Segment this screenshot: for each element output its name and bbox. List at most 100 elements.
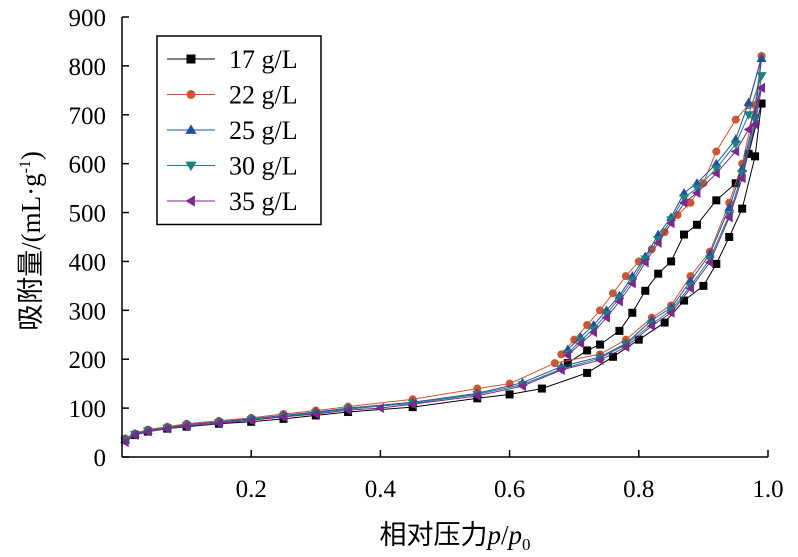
legend-marker	[185, 161, 197, 172]
desorption-point	[596, 340, 605, 349]
y-tick-label: 800	[69, 54, 107, 81]
adsorption-point	[213, 418, 223, 429]
adsorption-point	[712, 259, 721, 268]
y-tick-label: 400	[69, 249, 107, 276]
legend-label: 35 g/L	[229, 187, 298, 216]
adsorption-point	[310, 409, 320, 419]
plot-area	[120, 52, 767, 448]
desorption-point	[711, 165, 722, 174]
desorption-point	[667, 257, 676, 266]
x-tick-label: 0.6	[494, 476, 525, 503]
legend-item: 30 g/L	[167, 152, 298, 181]
legend-item: 22 g/L	[167, 81, 298, 110]
desorption-point	[583, 346, 592, 355]
adsorption-point	[537, 384, 546, 393]
desorption-point	[730, 140, 741, 150]
y-tick-label: 700	[69, 103, 107, 130]
desorption-point	[615, 326, 624, 335]
adsorption-point	[343, 405, 352, 416]
legend-marker	[185, 195, 195, 207]
desorption-point	[627, 278, 636, 289]
desorption-point	[583, 321, 592, 329]
adsorption-point	[129, 430, 139, 440]
desorption-point	[621, 272, 630, 281]
adsorption-point	[737, 169, 748, 179]
desorption-point	[743, 124, 753, 135]
adsorption-point	[646, 321, 656, 331]
adsorption-point	[407, 399, 417, 410]
legend: 17 g/L 22 g/L 25 g/L 30 g/L 35 g/L	[156, 35, 322, 226]
adsorption-point	[685, 283, 694, 294]
desorption-point	[692, 220, 701, 229]
desorption-point	[691, 178, 702, 187]
x-axis-title: 相对压力p/p0	[379, 520, 530, 554]
desorption-point	[641, 286, 650, 295]
desorption-point	[628, 308, 637, 317]
desorption-point	[666, 218, 675, 229]
desorption-point	[730, 134, 741, 143]
y-tick-label: 100	[69, 396, 107, 423]
desorption-point	[679, 194, 689, 203]
desorption-point	[743, 111, 754, 120]
y-axis-title: 吸附量/(mL·g-1)	[16, 151, 46, 331]
desorption-point	[691, 188, 701, 198]
desorption-point	[744, 149, 753, 158]
desorption-point	[614, 296, 623, 307]
adsorption-point	[751, 152, 760, 161]
y-tick-label: 200	[69, 347, 107, 374]
legend-label: 25 g/L	[229, 116, 298, 145]
adsorption-point	[375, 403, 384, 414]
desorption-point	[653, 237, 662, 248]
adsorption-point	[660, 318, 669, 327]
legend-marker	[185, 124, 197, 134]
adsorption-point	[472, 390, 481, 401]
legend-label: 22 g/L	[229, 81, 298, 110]
desorption-point	[679, 197, 688, 208]
adsorption-point	[608, 352, 617, 361]
adsorption-point	[738, 204, 747, 213]
desorption-point	[756, 72, 767, 81]
legend-marker	[186, 90, 196, 99]
adsorption-point	[704, 257, 714, 268]
desorption-point	[711, 168, 720, 179]
adsorption-point	[725, 233, 734, 241]
x-tick-label: 0.8	[623, 476, 654, 503]
adsorption-point	[142, 426, 152, 437]
desorption-point	[730, 146, 740, 157]
adsorption-point	[724, 212, 733, 223]
adsorption-point	[162, 423, 171, 434]
desorption-point	[596, 306, 605, 315]
legend-label: 17 g/L	[229, 45, 298, 74]
y-tick-label: 500	[69, 201, 107, 228]
adsorption-point	[680, 296, 689, 305]
desorption-point	[686, 198, 695, 207]
desorption-point	[731, 115, 740, 124]
adsorption-point	[750, 116, 761, 125]
x-tick-label: 0.4	[365, 476, 397, 503]
adsorption-point	[737, 173, 746, 184]
desorption-point	[743, 97, 754, 107]
desorption-point	[691, 184, 702, 194]
legend-marker	[186, 54, 196, 64]
desorption-point	[640, 257, 649, 268]
adsorption-point	[699, 281, 708, 290]
legend-label: 30 g/L	[229, 152, 298, 181]
desorption-point	[563, 359, 572, 368]
adsorption-point	[246, 415, 255, 426]
desorption-point	[562, 350, 572, 361]
adsorption-point	[120, 437, 129, 448]
adsorption-point	[505, 390, 514, 399]
desorption-point	[712, 147, 721, 156]
x-tick-label: 1.0	[752, 476, 783, 503]
adsorption-point	[556, 365, 565, 375]
desorption-point	[679, 188, 689, 197]
desorption-point	[712, 196, 721, 205]
desorption-point	[757, 99, 766, 108]
y-tick-label: 0	[94, 445, 107, 472]
axes: 0 100 200 300 400 500 600 700 800 900 0.2 0.4 0.6 0.8…	[16, 5, 784, 554]
legend-item: 25 g/L	[167, 116, 298, 145]
y-tick-label: 900	[69, 5, 107, 32]
adsorption-point	[550, 359, 559, 368]
adsorption-point	[583, 368, 592, 377]
